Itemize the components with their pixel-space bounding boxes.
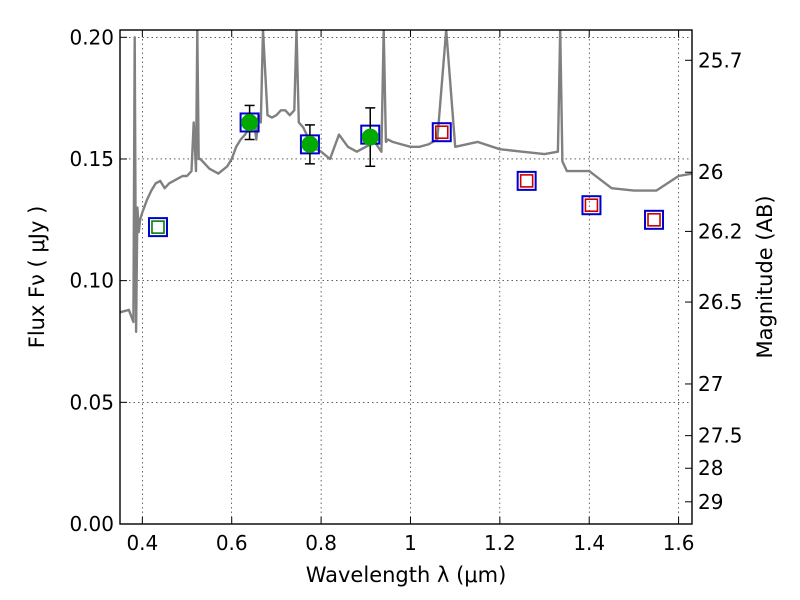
right-tick-label: 25.7: [698, 48, 743, 72]
x-tick-label: 0.6: [216, 531, 248, 555]
x-tick-label: 1.6: [663, 531, 695, 555]
photometry-square: [644, 209, 665, 230]
model-square: [584, 198, 599, 213]
right-tick-label: 27: [698, 372, 723, 396]
axis-ticks: 0.4 0.6 0.8 1 1.2 1.4 1.6 0.00 0.05 0.10 0.15 0.20 2…: [69, 25, 742, 555]
plot-series: [120, 30, 692, 333]
right-axis-title: Magnitude (AB): [753, 195, 777, 358]
x-tick-label: 1: [404, 531, 417, 555]
photometry-square: [147, 217, 168, 238]
y-tick-label: 0.20: [69, 25, 114, 49]
right-tick-label: 26.2: [698, 219, 743, 243]
model-square: [151, 220, 165, 234]
x-tick-label: 1.4: [573, 531, 605, 555]
x-axis-title: Wavelength λ (μm): [306, 563, 507, 587]
right-tick-label: 28: [698, 456, 723, 480]
right-tick-label: 26: [698, 160, 723, 184]
right-tick-label: 27.5: [698, 424, 743, 448]
y-axis-title: Flux Fν ( μJy ): [25, 206, 49, 349]
x-tick-label: 0.4: [126, 531, 158, 555]
model-square: [647, 213, 661, 227]
model-square: [519, 174, 534, 188]
plot-frame: [119, 29, 693, 525]
y-tick-label: 0.00: [69, 512, 114, 536]
grid-lines: [120, 30, 692, 524]
detection-point: [361, 128, 379, 146]
y-tick-label: 0.15: [69, 147, 114, 171]
right-tick-label: 26.5: [698, 290, 743, 314]
spectrum-line: [120, 30, 692, 333]
photometry-square: [581, 195, 602, 216]
photometry-square: [516, 170, 537, 191]
model-square: [434, 125, 449, 140]
right-tick-label: 29: [698, 490, 723, 514]
detection-point: [301, 135, 319, 153]
x-tick-label: 0.8: [305, 531, 337, 555]
y-tick-label: 0.05: [69, 390, 114, 414]
photometry-square: [431, 122, 452, 143]
y-tick-label: 0.10: [69, 269, 114, 293]
x-tick-label: 1.2: [484, 531, 516, 555]
detection-point: [241, 113, 259, 131]
